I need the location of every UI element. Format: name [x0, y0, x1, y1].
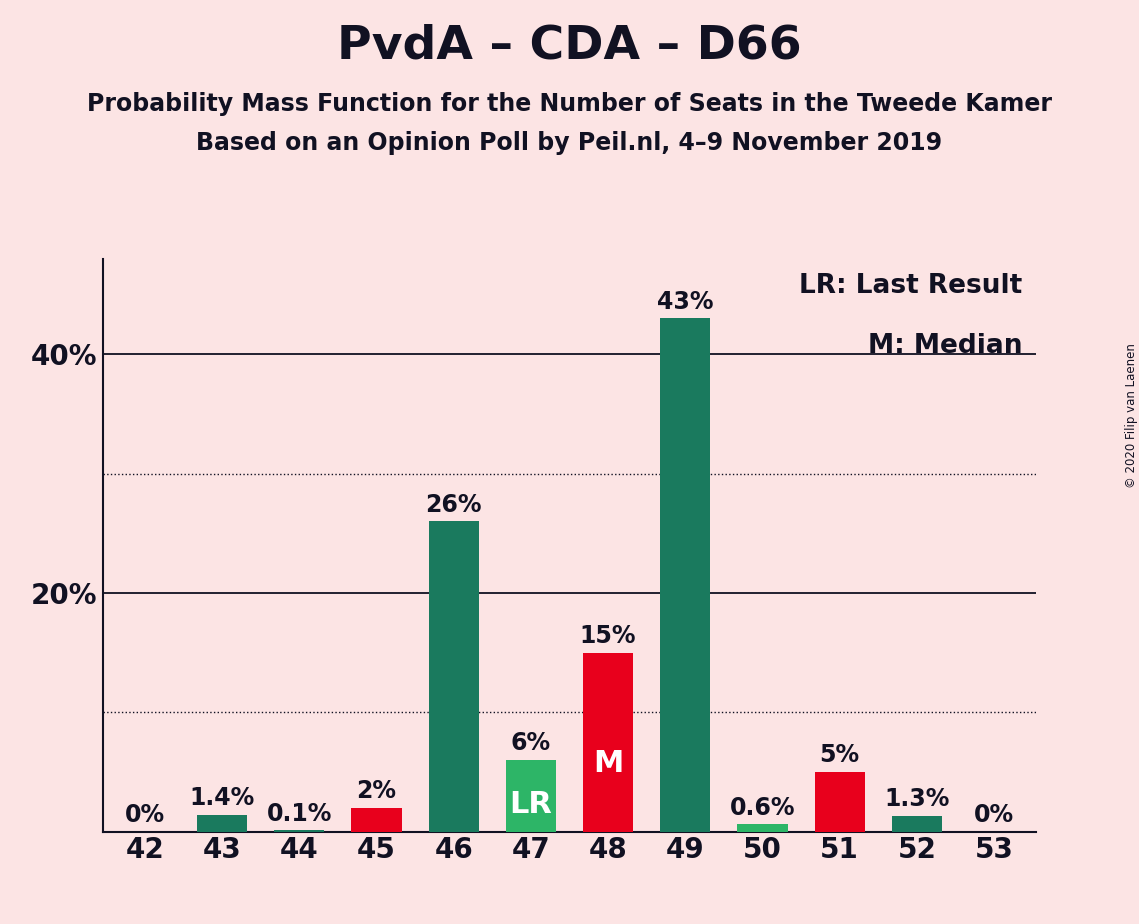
Text: 5%: 5% — [820, 743, 860, 767]
Text: 1.4%: 1.4% — [189, 786, 255, 810]
Text: 0.1%: 0.1% — [267, 802, 333, 826]
Bar — [352, 808, 402, 832]
Bar — [814, 772, 865, 832]
Bar — [661, 319, 711, 832]
Bar — [737, 824, 787, 832]
Text: 1.3%: 1.3% — [884, 787, 950, 811]
Text: 2%: 2% — [357, 779, 396, 803]
Text: PvdA – CDA – D66: PvdA – CDA – D66 — [337, 23, 802, 68]
Text: 0%: 0% — [125, 803, 165, 827]
Text: LR: LR — [509, 790, 552, 819]
Text: M: M — [593, 749, 623, 778]
Bar — [892, 816, 942, 832]
Text: M: Median: M: Median — [868, 334, 1023, 359]
Text: Probability Mass Function for the Number of Seats in the Tweede Kamer: Probability Mass Function for the Number… — [87, 92, 1052, 116]
Bar — [428, 521, 478, 832]
Bar — [197, 815, 247, 832]
Bar — [506, 760, 556, 832]
Text: 26%: 26% — [426, 492, 482, 517]
Text: 0%: 0% — [974, 803, 1014, 827]
Text: 6%: 6% — [511, 731, 551, 755]
Text: 15%: 15% — [580, 624, 637, 648]
Text: © 2020 Filip van Laenen: © 2020 Filip van Laenen — [1124, 344, 1138, 488]
Text: LR: Last Result: LR: Last Result — [800, 274, 1023, 299]
Text: 0.6%: 0.6% — [730, 796, 795, 820]
Text: Based on an Opinion Poll by Peil.nl, 4–9 November 2019: Based on an Opinion Poll by Peil.nl, 4–9… — [196, 131, 943, 155]
Bar — [583, 652, 633, 832]
Bar — [274, 831, 325, 832]
Text: 43%: 43% — [657, 289, 713, 313]
